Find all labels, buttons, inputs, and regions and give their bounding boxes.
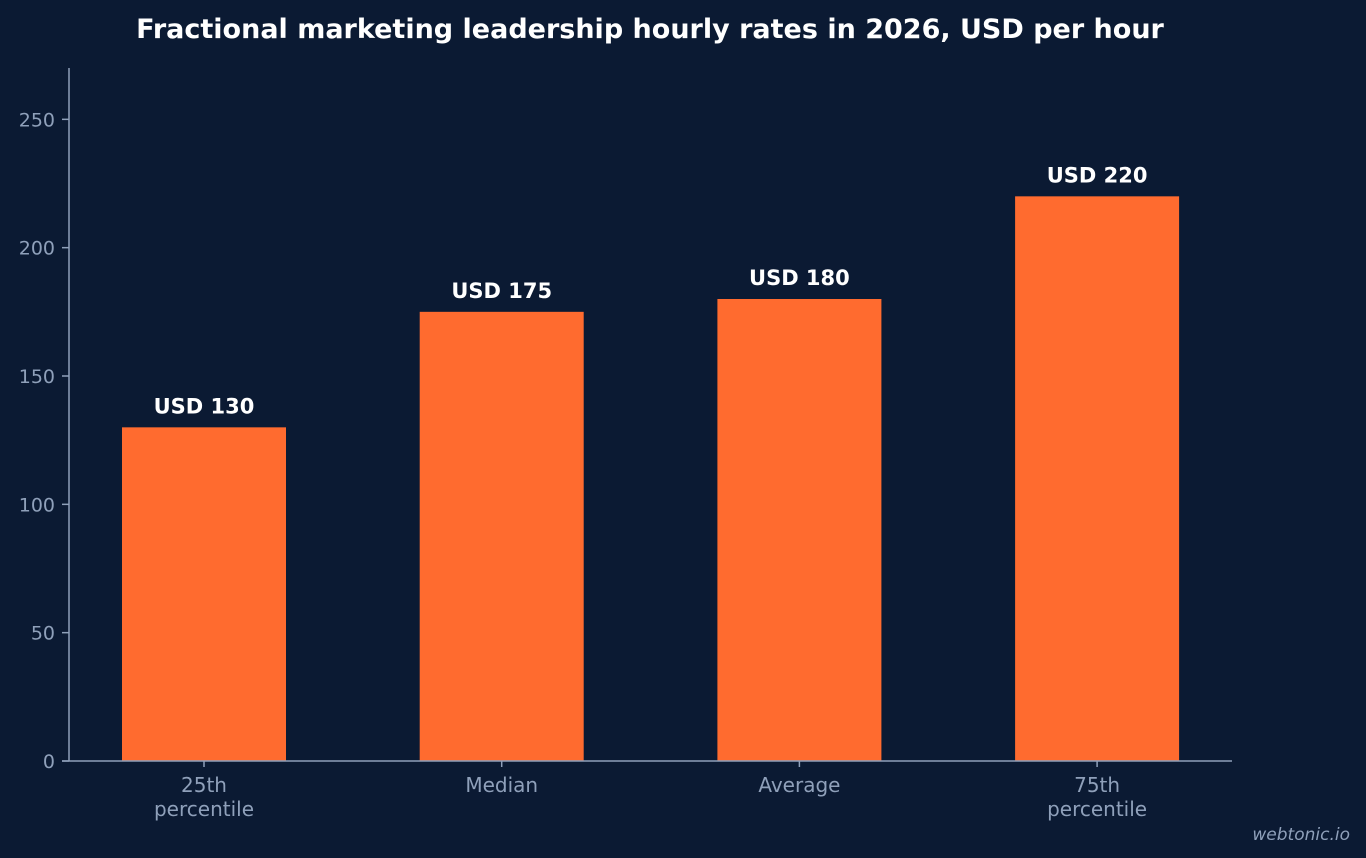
y-tick-label: 100 [19, 494, 55, 516]
y-tick-label: 200 [19, 238, 55, 260]
x-tick-label: Median [465, 773, 538, 797]
bar [419, 311, 584, 761]
y-tick-label: 0 [43, 751, 55, 773]
x-axis: 25th percentile Median Average 75th percentil… [62, 760, 1232, 821]
y-tick-label: 150 [19, 366, 55, 388]
bar [122, 427, 286, 761]
x-tick-label: Average [758, 773, 840, 797]
watermark: webtonic.io [1252, 825, 1350, 845]
y-tick-label: 50 [31, 623, 55, 645]
data-label: USD 220 [1047, 163, 1148, 187]
x-tick-label: 75th percentile [1047, 773, 1147, 821]
data-label: USD 175 [451, 279, 552, 303]
data-label: USD 130 [154, 394, 255, 418]
data-label: USD 180 [749, 266, 850, 290]
y-axis: 0 50 100 150 200 250 [19, 68, 70, 773]
bar [717, 299, 882, 761]
x-tick-label: 25th percentile [154, 773, 254, 821]
bar [1015, 196, 1180, 762]
chart-title: Fractional marketing leadership hourly r… [136, 14, 1164, 45]
y-tick-label: 250 [19, 109, 55, 131]
bars: USD 130 USD 175 USD 180 USD 220 [122, 163, 1180, 762]
